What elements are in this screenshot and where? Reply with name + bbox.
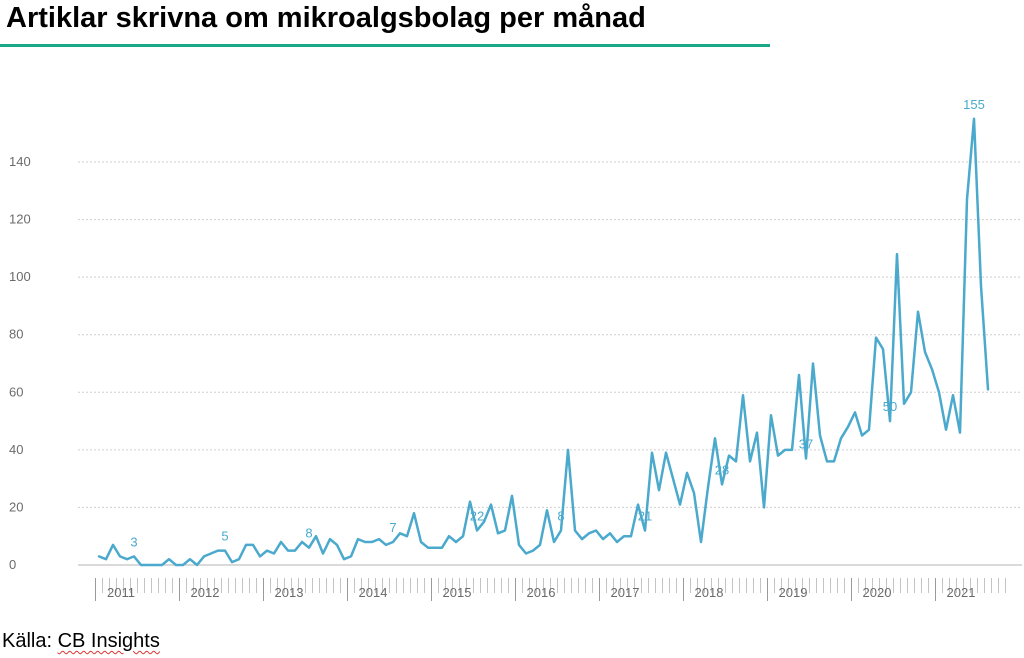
data-labels: 3 5 8 7 22 8 21 28 37 50 155: [130, 97, 984, 550]
x-tick-label: 2012: [191, 585, 220, 600]
x-tick-label: 2018: [695, 585, 724, 600]
series-line-group: [97, 117, 990, 567]
y-axis-tick-labels: 0 20 40 60 80 100 120 140: [9, 154, 31, 572]
x-tick-label: 2016: [527, 585, 556, 600]
source-name: CB Insights: [57, 630, 160, 652]
y-tick-label: 80: [9, 327, 23, 342]
x-tick-label: 2020: [863, 585, 892, 600]
source-note: Källa: CB Insights: [2, 630, 160, 653]
data-label: 28: [715, 462, 729, 477]
y-tick-label: 100: [9, 269, 31, 284]
chart-title: Artiklar skrivna om mikroalgsbolag per m…: [6, 2, 646, 34]
x-tick-label: 2021: [947, 585, 976, 600]
y-tick-label: 40: [9, 442, 23, 457]
data-label: 8: [305, 526, 312, 541]
x-tick-label: 2017: [611, 585, 640, 600]
x-tick-label: 2019: [779, 585, 808, 600]
title-underline: [0, 44, 770, 47]
y-tick-label: 120: [9, 212, 31, 227]
series-line: [97, 117, 990, 567]
y-tick-label: 20: [9, 499, 23, 514]
data-label: 50: [883, 399, 897, 414]
data-label: 21: [638, 508, 652, 523]
y-tick-label: 60: [9, 384, 23, 399]
data-label: 37: [799, 436, 813, 451]
y-tick-label: 140: [9, 154, 31, 169]
x-tick-label: 2014: [359, 585, 388, 600]
gridlines: [78, 161, 1022, 566]
data-label: 3: [130, 534, 137, 549]
data-label: 7: [389, 520, 396, 535]
x-axis-year-ticks: 2011 2012 2013 2014 2015 2016 2017 2018 2019 2020…: [95, 578, 1006, 601]
x-tick-label: 2015: [443, 585, 472, 600]
data-label: 22: [470, 508, 484, 523]
x-tick-label: 2011: [107, 585, 135, 600]
x-tick-label: 2013: [275, 585, 304, 600]
y-tick-label: 0: [9, 557, 16, 572]
source-prefix: Källa:: [2, 630, 58, 652]
data-label: 5: [221, 529, 228, 544]
data-label: 8: [557, 508, 564, 523]
data-label: 155: [963, 97, 985, 112]
